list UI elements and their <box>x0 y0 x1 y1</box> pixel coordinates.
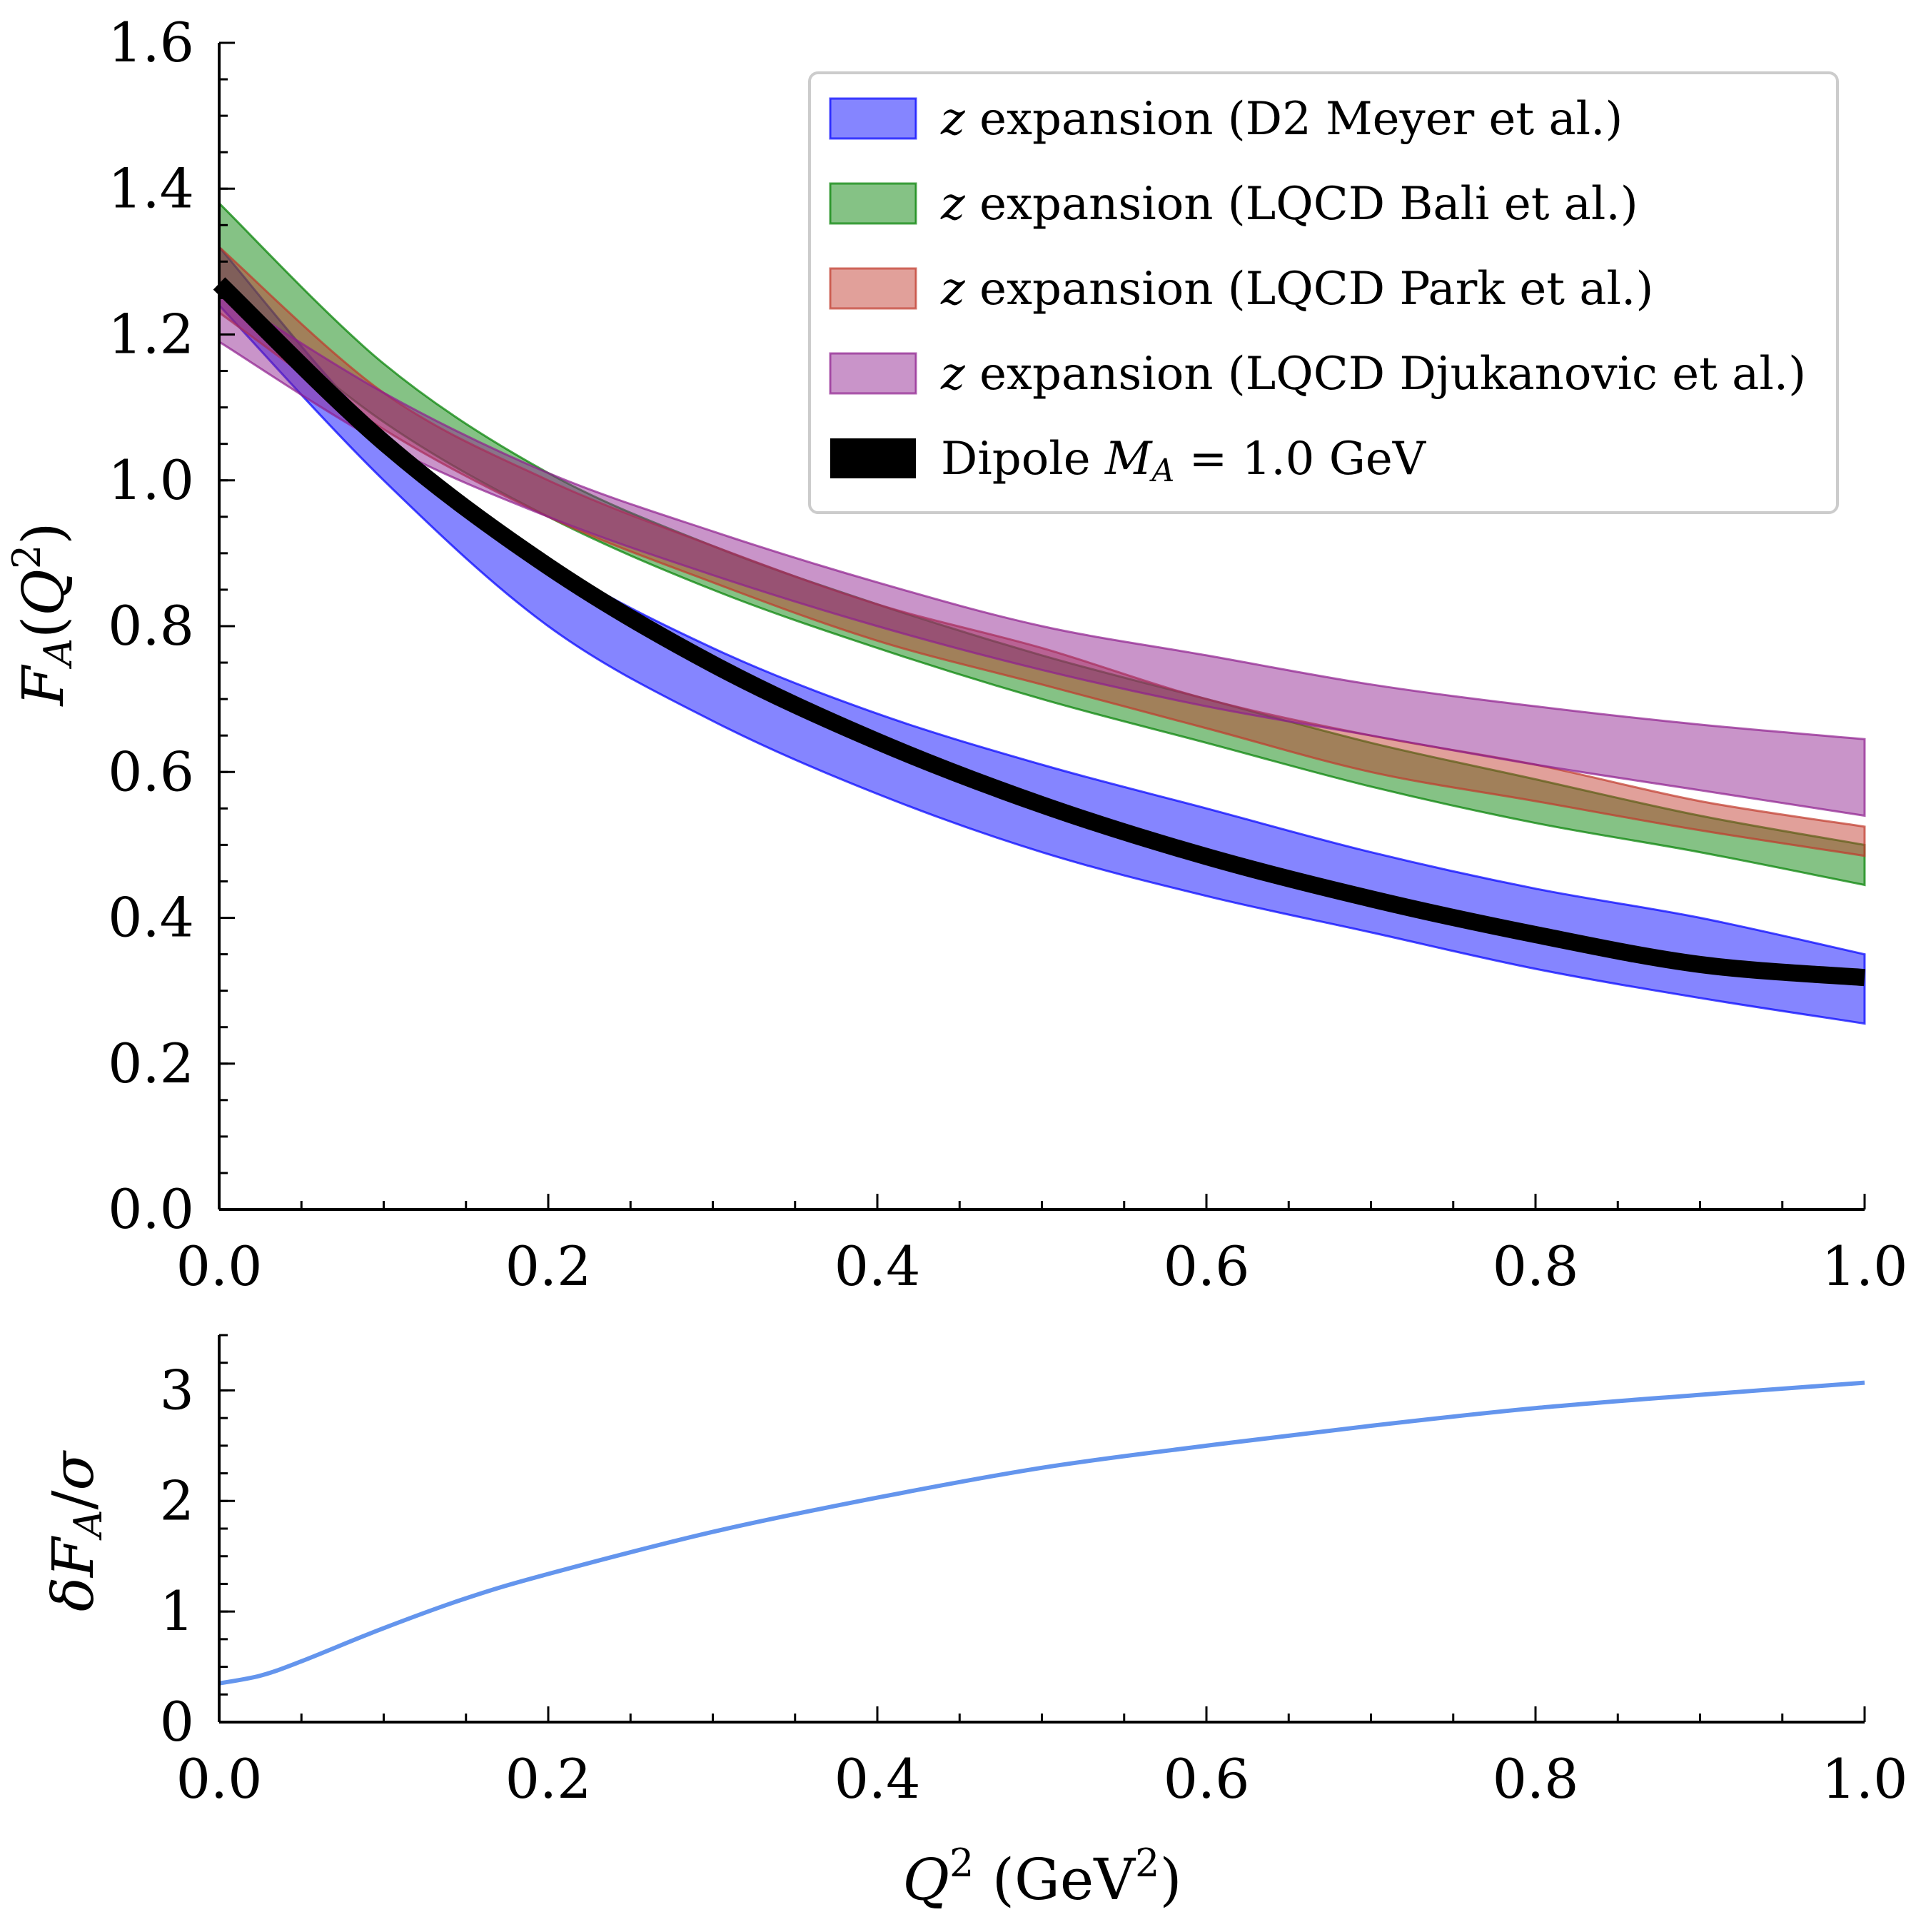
bottom-x-tick-label: 0.6 <box>1164 1747 1250 1811</box>
bottom-x-tick-labels: 0.0 0.2 0.4 0.6 0.8 1.0 <box>176 1747 1908 1811</box>
top-panel: 0.0 0.2 0.4 0.6 0.8 1.0 1.2 1.4 1.6 0.0 0.2 0.4 0.6… <box>4 11 1907 1298</box>
bottom-x-tick-label: 0.0 <box>176 1747 263 1811</box>
top-x-tick-label: 0.4 <box>835 1234 921 1298</box>
legend-item: z expansion (LQCD Park et al.) <box>829 263 1653 316</box>
legend-swatch <box>830 438 916 478</box>
band-4 <box>218 288 1866 817</box>
top-bands <box>218 201 1866 1025</box>
bottom-y-tick-label: 0 <box>160 1690 194 1754</box>
legend-items: z expansion (D2 Meyer et al.) z expansion… <box>829 93 1806 489</box>
top-y-tick-label: 1.4 <box>108 156 194 220</box>
bottom-panel: 0 1 2 3 0.0 0.2 0.4 0.6 0.8 1.0 δFA/σ Q2 (GeV2) <box>40 1334 1908 1913</box>
sigma-line <box>218 1380 1865 1686</box>
top-y-tick-labels: 0.0 0.2 0.4 0.6 0.8 1.0 1.2 1.4 1.6 <box>108 11 194 1241</box>
top-y-tick-label: 0.2 <box>108 1032 194 1095</box>
bottom-x-tick-label: 0.4 <box>835 1747 921 1811</box>
legend-label: z expansion (LQCD Djukanovic et al.) <box>940 348 1806 401</box>
bottom-y-tick-label: 3 <box>160 1358 194 1422</box>
top-x-tick-label: 0.8 <box>1493 1234 1579 1298</box>
bottom-y-tick-labels: 0 1 2 3 <box>160 1358 194 1754</box>
band-1 <box>218 243 1866 1025</box>
dipole-line <box>213 277 1865 987</box>
band-3 <box>218 244 1866 857</box>
legend-label: Dipole MA = 1.0 GeV <box>941 433 1427 489</box>
bottom-x-tick-label: 1.0 <box>1822 1747 1908 1811</box>
top-y-tick-label: 1.2 <box>108 303 194 366</box>
legend-label: z expansion (LQCD Park et al.) <box>940 263 1653 316</box>
top-x-tick-label: 0.2 <box>505 1234 592 1298</box>
top-x-tick-label: 0.6 <box>1164 1234 1250 1298</box>
legend-swatch <box>829 182 917 225</box>
bottom-x-tick-label: 0.8 <box>1493 1747 1579 1811</box>
top-y-tick-label: 1.0 <box>108 448 194 512</box>
bottom-y-axis-label: δFA/σ <box>40 1449 111 1611</box>
top-y-tick-label: 1.6 <box>108 11 194 74</box>
x-axis-label: Q2 (GeV2) <box>902 1841 1181 1913</box>
bottom-y-tick-label: 1 <box>160 1579 194 1643</box>
legend-item: z expansion (LQCD Bali et al.) <box>829 178 1638 231</box>
top-axes <box>218 41 1866 1211</box>
legend-item: Dipole MA = 1.0 GeV <box>830 433 1427 489</box>
top-y-axis-label: FA(Q2) <box>4 523 81 708</box>
top-y-tick-label: 0.8 <box>108 594 194 658</box>
legend-item: z expansion (LQCD Djukanovic et al.) <box>829 348 1806 401</box>
bottom-sigma-line <box>218 1380 1865 1686</box>
legend-item: z expansion (D2 Meyer et al.) <box>829 93 1623 146</box>
top-y-tick-label: 0.4 <box>108 886 194 950</box>
legend-label: z expansion (D2 Meyer et al.) <box>940 93 1623 146</box>
legend-swatch <box>829 352 917 395</box>
legend-swatch <box>829 267 917 310</box>
top-x-tick-label: 0.0 <box>176 1234 263 1298</box>
top-y-tick-label: 0.0 <box>108 1177 194 1241</box>
top-x-tick-label: 1.0 <box>1822 1234 1908 1298</box>
legend-swatch <box>829 97 917 140</box>
bottom-axes <box>218 1334 1866 1724</box>
top-y-tick-label: 0.6 <box>108 740 194 803</box>
bottom-y-tick-label: 2 <box>160 1469 194 1532</box>
legend-label: z expansion (LQCD Bali et al.) <box>940 178 1638 231</box>
bottom-x-tick-label: 0.2 <box>505 1747 592 1811</box>
top-x-tick-labels: 0.0 0.2 0.4 0.6 0.8 1.0 <box>176 1234 1908 1298</box>
legend: z expansion (D2 Meyer et al.) z expansion… <box>808 71 1839 514</box>
top-dipole-line <box>213 277 1865 987</box>
legend-frame <box>808 71 1839 514</box>
